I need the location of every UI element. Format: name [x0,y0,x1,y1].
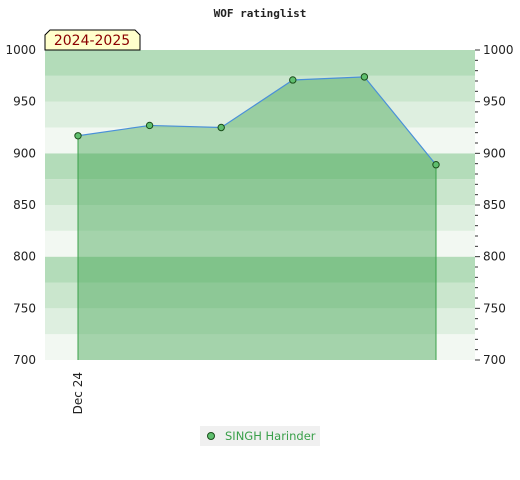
y-tick-label-left: 700 [13,353,36,367]
background-bands [45,50,475,360]
data-point[interactable] [145,121,154,130]
season-badge: 2024-2025 [44,29,141,51]
y-tick-label-right: 900 [483,146,506,160]
series-area-fill [78,76,436,360]
y-axis-left: 700 750 800 850 900 950 1000 [5,43,36,367]
chart-title: WOF ratinglist [214,7,307,20]
background-band [45,50,475,76]
background-band [45,308,475,335]
data-point[interactable] [360,73,369,81]
data-point[interactable] [289,76,297,84]
background-band [45,282,475,309]
season-label: 2024-2025 [54,33,130,49]
x-tick-label: Dec 24 [71,372,85,414]
background-band [45,256,475,283]
legend-marker [207,432,215,440]
y-tick-label-right: 1000 [483,43,514,57]
y-tick-label-left: 1000 [5,43,36,57]
y-tick-label-left: 900 [13,146,36,160]
y-tick-label-right: 950 [483,95,506,109]
series-area [77,76,437,360]
background-band [45,230,475,257]
y-tick-label-left: 950 [13,95,36,109]
y-axis-right: 700 750 800 850 900 950 1000 [475,43,514,367]
y-tick-label-right: 700 [483,353,506,367]
y-tick-label-right: 750 [483,301,506,315]
series-line-group [77,76,437,166]
y-tick-label-left: 850 [13,198,36,212]
y-tick-label-right: 800 [483,250,506,264]
y-tick-label-left: 750 [13,301,36,315]
legend[interactable]: SINGH Harinder [200,426,320,446]
x-axis: Dec 24 [71,372,85,414]
background-band [45,127,475,154]
background-band [45,101,475,128]
y-tick-label-right: 850 [483,198,506,212]
background-band [45,334,475,360]
data-point[interactable] [74,132,82,140]
data-point[interactable] [432,161,440,169]
series-points [74,73,440,169]
background-band [45,179,475,205]
series-line [77,76,437,166]
data-point[interactable] [217,123,225,132]
background-band [45,75,475,102]
background-band [45,153,475,180]
y-tick-label-left: 800 [13,250,36,264]
background-band [45,205,475,231]
legend-label: SINGH Harinder [225,429,316,443]
